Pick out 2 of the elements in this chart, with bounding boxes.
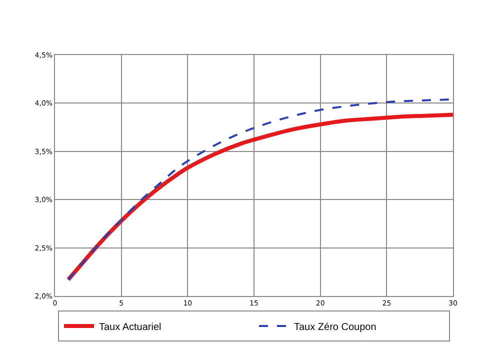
legend-label: Taux Actuariel <box>99 322 162 333</box>
legend-label: Taux Zéro Coupon <box>294 322 376 333</box>
